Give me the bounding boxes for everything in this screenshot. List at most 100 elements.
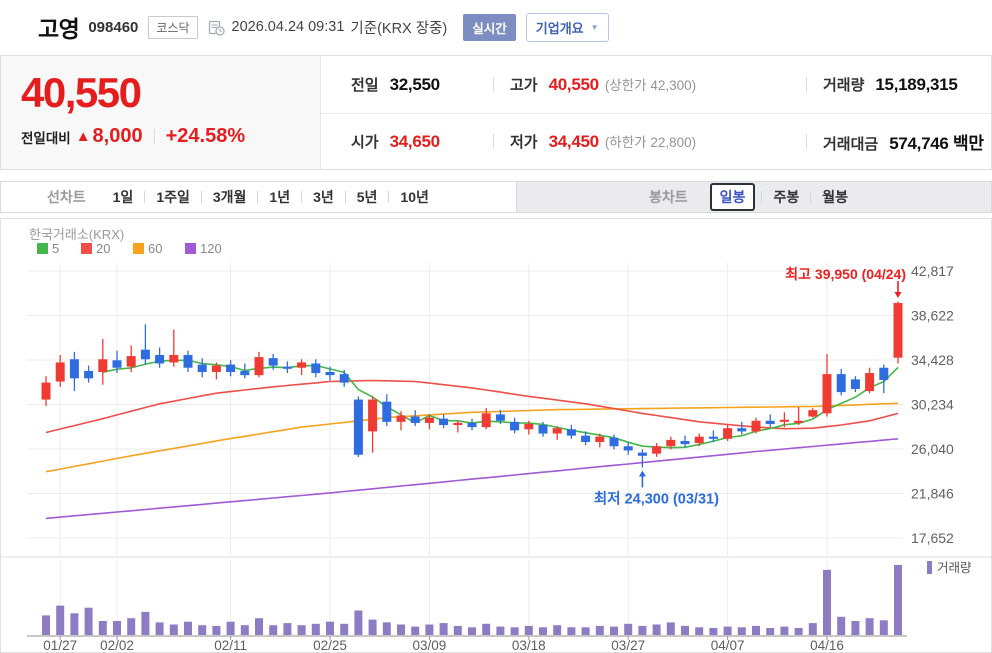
candle-body — [510, 421, 520, 431]
tab-daily-candle[interactable]: 일봉 — [709, 183, 756, 211]
tab-1week[interactable]: 1주일 — [156, 189, 190, 205]
tab-weekly-candle[interactable]: 주봉 — [773, 189, 800, 205]
stock-name: 고영 — [38, 16, 80, 42]
ma5-line — [102, 359, 899, 449]
volume-bar — [496, 626, 505, 635]
volume-bar — [411, 626, 420, 635]
candle-body — [282, 366, 292, 369]
timestamp-clock-icon — [208, 19, 225, 36]
candle-body — [495, 414, 505, 421]
volume-bar — [780, 626, 789, 635]
volume-bar — [113, 621, 121, 635]
volume-bar — [226, 621, 235, 635]
candle-body — [836, 374, 846, 393]
y-tick-label: 30,234 — [911, 397, 954, 413]
volume-bar — [766, 628, 775, 635]
candle-body — [524, 423, 534, 430]
volume-bar — [666, 622, 675, 635]
ma60-line — [45, 402, 899, 473]
candle-body — [140, 349, 150, 360]
tab-monthly-candle[interactable]: 월봉 — [822, 189, 848, 205]
ma-legend-swatch — [185, 243, 196, 254]
volume-cell: 거래량 15,189,315 — [823, 74, 958, 95]
tab-1day[interactable]: 1일 — [112, 189, 134, 205]
candle-body — [339, 374, 349, 383]
volume-bar — [169, 624, 178, 635]
candle-body — [652, 446, 662, 454]
candle-body — [254, 357, 264, 376]
low-annotation: 최저 24,300 (03/31) — [594, 489, 719, 507]
divider — [806, 133, 807, 149]
divider — [806, 76, 807, 92]
ma-legend-swatch — [37, 243, 48, 254]
volume-bar — [695, 627, 704, 635]
volume-bar — [354, 610, 363, 635]
volume-bar — [184, 621, 192, 635]
volume-bar — [851, 621, 860, 635]
price-change-line: 전일대비 ▲ 8,000 +24.58% — [21, 125, 320, 148]
x-tick-label: 04/16 — [810, 638, 844, 652]
prev-close-cell: 전일 32,550 — [351, 74, 493, 95]
realtime-badge[interactable]: 실시간 — [463, 13, 516, 41]
volume-bar — [808, 623, 817, 635]
volume-bar — [155, 622, 164, 635]
candle-body — [808, 410, 818, 417]
company-overview-button[interactable]: 기업개요 ▼ — [525, 12, 609, 42]
y-tick-label: 17,652 — [911, 530, 954, 546]
candle-body — [538, 425, 548, 434]
tab-5year[interactable]: 5년 — [356, 189, 378, 205]
candle-body — [595, 436, 605, 443]
open-cell: 시가 34,650 — [351, 131, 493, 152]
x-tick-label: 03/27 — [611, 638, 645, 652]
candle-body — [410, 416, 420, 423]
stock-header: 고영 098460 코스닥 2026.04.24 09:31 기준(KRX 장중… — [0, 0, 992, 54]
y-tick-label: 26,040 — [911, 441, 954, 457]
line-chart-tabs: 선차트 1일 1주일 3개월 1년 3년 5년 10년 — [1, 182, 516, 212]
stock-chart-svg: 한국거래소(KRX)5 20 60 120 42,817 38,622 34,428 30,2… — [1, 227, 991, 653]
volume-bar — [610, 626, 618, 635]
volume-bar — [439, 623, 448, 635]
ma-legend-label: 120 — [200, 241, 222, 256]
tab-3year[interactable]: 3년 — [313, 189, 334, 205]
tab-separator — [344, 191, 346, 203]
volume-bar — [340, 623, 349, 635]
value-traded-value: 574,746 백만 — [889, 133, 984, 153]
candle-body — [765, 420, 775, 424]
candle-body — [368, 399, 378, 432]
y-tick-label: 21,846 — [911, 486, 954, 502]
candle-body — [680, 440, 690, 445]
volume-bar — [255, 618, 263, 635]
tab-separator — [388, 191, 390, 203]
upper-limit: (상한가 42,300) — [604, 77, 697, 93]
y-tick-label: 42,817 — [911, 263, 954, 279]
candle-body — [126, 356, 136, 367]
volume-bar — [723, 626, 732, 635]
tab-separator — [200, 191, 202, 203]
chart-period-tabbar: 선차트 1일 1주일 3개월 1년 3년 5년 10년 봉차트 일봉 주봉 월봉 — [0, 181, 992, 213]
volume-bar — [539, 627, 547, 635]
volume-legend-swatch — [927, 561, 932, 574]
ma-legend-swatch — [81, 243, 92, 254]
tab-separator — [761, 191, 763, 203]
volume-bar — [240, 625, 249, 635]
candle-body — [55, 362, 65, 382]
lower-limit: (하한가 22,800) — [604, 134, 697, 150]
candle-body — [84, 370, 94, 379]
volume-bar — [752, 625, 760, 635]
volume-bar — [311, 623, 320, 635]
volume-bar — [397, 624, 405, 635]
tab-10year[interactable]: 10년 — [400, 189, 429, 205]
candle-body — [850, 379, 860, 389]
low-arrow-head — [638, 470, 646, 477]
tab-3month[interactable]: 3개월 — [212, 189, 247, 205]
tab-1year[interactable]: 1년 — [269, 189, 291, 205]
high-value: 40,550 — [548, 74, 600, 94]
volume-bar — [482, 623, 491, 635]
change-value: 8,000 — [92, 125, 143, 148]
volume-bar — [297, 625, 306, 635]
volume-bar — [468, 627, 476, 635]
volume-bar — [453, 625, 462, 635]
high-label: 고가 — [510, 76, 538, 94]
candle-body — [240, 370, 250, 376]
x-tick-label: 01/27 — [43, 638, 77, 652]
